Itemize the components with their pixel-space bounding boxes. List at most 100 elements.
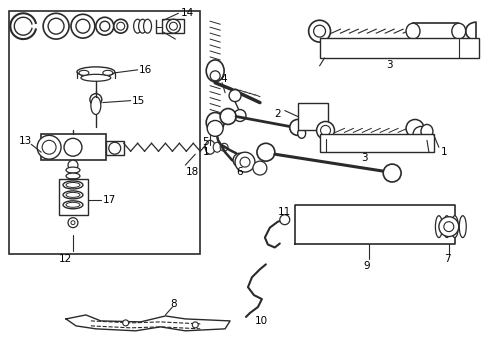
Ellipse shape: [108, 142, 121, 154]
Text: 12: 12: [58, 255, 72, 264]
Circle shape: [117, 22, 124, 30]
Ellipse shape: [66, 173, 80, 179]
Circle shape: [443, 222, 453, 231]
Circle shape: [228, 90, 241, 102]
Circle shape: [279, 215, 289, 225]
Circle shape: [48, 18, 64, 34]
Circle shape: [192, 322, 198, 328]
Ellipse shape: [63, 181, 83, 189]
Polygon shape: [66, 315, 230, 331]
Ellipse shape: [210, 122, 219, 131]
Text: 2: 2: [273, 108, 280, 118]
Ellipse shape: [420, 125, 432, 138]
Bar: [412, 23, 457, 39]
Ellipse shape: [81, 74, 111, 81]
Circle shape: [37, 135, 61, 159]
Bar: [59, 179, 88, 215]
Circle shape: [289, 120, 305, 135]
Circle shape: [42, 140, 56, 154]
Circle shape: [320, 125, 330, 135]
Ellipse shape: [66, 167, 80, 173]
Circle shape: [220, 109, 236, 125]
Circle shape: [256, 143, 274, 161]
Circle shape: [438, 217, 458, 237]
Circle shape: [252, 161, 266, 175]
Ellipse shape: [169, 22, 177, 30]
Ellipse shape: [210, 71, 220, 81]
Text: 3: 3: [385, 60, 392, 70]
Ellipse shape: [405, 23, 419, 39]
Text: 14: 14: [180, 8, 193, 18]
Circle shape: [71, 221, 75, 225]
Circle shape: [100, 21, 109, 31]
Text: 6: 6: [236, 167, 242, 177]
Bar: [105, 141, 123, 155]
Ellipse shape: [451, 23, 465, 39]
Ellipse shape: [143, 19, 151, 33]
Text: 9: 9: [363, 261, 369, 271]
Circle shape: [43, 13, 69, 39]
Bar: [319, 134, 433, 152]
Bar: [162, 19, 184, 33]
Ellipse shape: [66, 202, 80, 207]
Text: 18: 18: [185, 167, 198, 177]
Text: 1: 1: [203, 147, 209, 157]
Circle shape: [96, 17, 114, 35]
Ellipse shape: [166, 19, 180, 33]
Ellipse shape: [133, 19, 142, 33]
Ellipse shape: [138, 19, 146, 33]
Circle shape: [308, 20, 330, 42]
Text: 7: 7: [443, 255, 449, 264]
Ellipse shape: [213, 142, 221, 152]
Circle shape: [405, 120, 423, 137]
Circle shape: [122, 320, 128, 326]
Ellipse shape: [66, 192, 80, 197]
Circle shape: [68, 218, 78, 228]
Ellipse shape: [306, 114, 318, 122]
Ellipse shape: [206, 60, 224, 82]
Text: 13: 13: [19, 136, 33, 146]
Ellipse shape: [90, 94, 102, 105]
Ellipse shape: [297, 129, 305, 138]
Circle shape: [64, 138, 82, 156]
Circle shape: [316, 121, 334, 139]
Bar: [297, 103, 327, 130]
Polygon shape: [294, 205, 454, 244]
Ellipse shape: [206, 113, 224, 132]
Text: 3: 3: [360, 153, 367, 163]
Circle shape: [71, 14, 95, 38]
Text: 10: 10: [254, 316, 267, 326]
Text: 11: 11: [277, 207, 290, 217]
Ellipse shape: [66, 179, 80, 185]
Circle shape: [207, 121, 223, 136]
Bar: [41, 134, 105, 160]
Bar: [9, 11, 200, 255]
Ellipse shape: [458, 216, 465, 238]
Text: 1: 1: [440, 147, 447, 157]
Text: 5: 5: [202, 137, 208, 147]
Circle shape: [76, 19, 90, 33]
Ellipse shape: [91, 96, 101, 114]
Circle shape: [240, 157, 249, 167]
Circle shape: [235, 152, 254, 172]
Circle shape: [114, 19, 127, 33]
Circle shape: [383, 164, 400, 182]
Text: 16: 16: [138, 65, 152, 75]
Circle shape: [233, 153, 246, 167]
Bar: [319, 38, 478, 58]
Circle shape: [234, 109, 245, 121]
Text: 4: 4: [220, 74, 226, 84]
Ellipse shape: [443, 216, 449, 238]
Ellipse shape: [205, 140, 215, 154]
Ellipse shape: [79, 70, 89, 75]
Ellipse shape: [434, 216, 442, 238]
Text: 17: 17: [102, 195, 116, 205]
Ellipse shape: [66, 183, 80, 188]
Ellipse shape: [77, 67, 115, 77]
Ellipse shape: [220, 143, 227, 151]
Circle shape: [313, 25, 325, 37]
Text: 8: 8: [170, 299, 177, 309]
Ellipse shape: [63, 201, 83, 209]
Circle shape: [68, 160, 78, 170]
Ellipse shape: [63, 191, 83, 199]
